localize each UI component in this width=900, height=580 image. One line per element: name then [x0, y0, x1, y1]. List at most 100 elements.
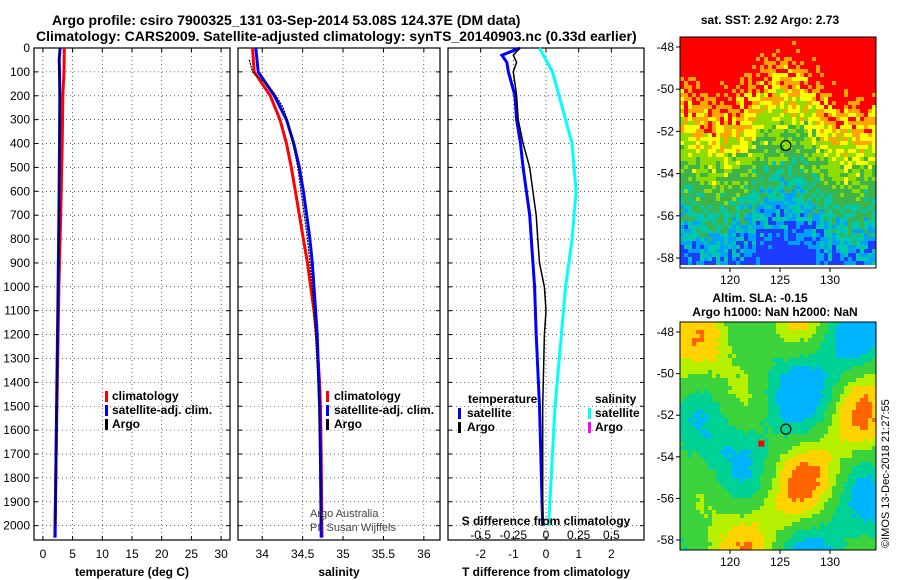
map-cell: [700, 382, 704, 386]
map-cell: [772, 398, 776, 402]
map-cell: [720, 450, 724, 454]
map-cell: [744, 402, 748, 406]
map-cell: [712, 422, 716, 426]
map-cell: [712, 261, 716, 265]
map-cell: [792, 546, 796, 550]
map-cell: [792, 490, 796, 494]
map-cell: [768, 185, 772, 189]
map-cell: [752, 149, 756, 153]
map-cell: [792, 57, 796, 61]
map-cell: [700, 510, 704, 514]
map-cell: [732, 502, 736, 506]
map-cell: [788, 249, 792, 253]
map-cell: [792, 442, 796, 446]
map-cell: [728, 498, 732, 502]
map-cell: [824, 89, 828, 93]
map-cell: [868, 117, 872, 121]
map-cell: [732, 386, 736, 390]
map-cell: [768, 49, 772, 53]
map-cell: [776, 474, 780, 478]
map-cell: [704, 261, 708, 265]
map-cell: [756, 237, 760, 241]
map-cell: [728, 374, 732, 378]
map-cell: [756, 470, 760, 474]
map-cell: [748, 538, 752, 542]
map-cell: [736, 253, 740, 257]
map-cell: [680, 53, 684, 57]
map-cell: [728, 350, 732, 354]
map-cell: [684, 354, 688, 358]
map-cell: [692, 157, 696, 161]
map-cell: [872, 129, 876, 133]
map-cell: [848, 73, 852, 77]
map-cell: [820, 69, 824, 73]
map-cell: [744, 53, 748, 57]
map-cell: [796, 394, 800, 398]
map-cell: [732, 442, 736, 446]
map-cell: [680, 177, 684, 181]
map-cell: [784, 241, 788, 245]
map-cell: [684, 161, 688, 165]
map-cell: [800, 374, 804, 378]
map-cell: [776, 97, 780, 101]
depth-tick-label: 1800: [3, 471, 30, 485]
map-cell: [680, 386, 684, 390]
map-cell: [836, 233, 840, 237]
map-cell: [688, 414, 692, 418]
map-cell: [724, 534, 728, 538]
map-cell: [712, 430, 716, 434]
map-cell: [720, 538, 724, 542]
map-cell: [684, 217, 688, 221]
map-cell: [808, 354, 812, 358]
map-cell: [744, 474, 748, 478]
map-cell: [864, 169, 868, 173]
map-cell: [796, 53, 800, 57]
map-cell: [872, 101, 876, 105]
map-cell: [800, 354, 804, 358]
map-cell: [692, 185, 696, 189]
map-cell: [808, 362, 812, 366]
map-cell: [852, 201, 856, 205]
map-cell: [756, 121, 760, 125]
map-cell: [760, 73, 764, 77]
map-cell: [716, 233, 720, 237]
map-cell: [748, 430, 752, 434]
map-cell: [712, 522, 716, 526]
map-cell: [756, 338, 760, 342]
map-cell: [684, 201, 688, 205]
map-cell: [688, 406, 692, 410]
map-cell: [784, 338, 788, 342]
map-cell: [716, 510, 720, 514]
map-cell: [756, 185, 760, 189]
map-cell: [804, 458, 808, 462]
map-cell: [872, 221, 876, 225]
map-cell: [716, 165, 720, 169]
map-cell: [684, 65, 688, 69]
map-cell: [780, 470, 784, 474]
map-cell: [740, 145, 744, 149]
map-cell: [768, 181, 772, 185]
map-cell: [824, 253, 828, 257]
map-cell: [760, 526, 764, 530]
map-cell: [764, 105, 768, 109]
map-cell: [752, 153, 756, 157]
map-cell: [820, 145, 824, 149]
map-cell: [704, 181, 708, 185]
map-cell: [708, 53, 712, 57]
map-cell: [696, 141, 700, 145]
map-cell: [808, 157, 812, 161]
map-cell: [764, 117, 768, 121]
map-cell: [752, 498, 756, 502]
map-cell: [748, 201, 752, 205]
map-cell: [852, 93, 856, 97]
map-cell: [844, 45, 848, 49]
map-cell: [848, 173, 852, 177]
map-cell: [752, 406, 756, 410]
map-cell: [760, 402, 764, 406]
map-cell: [776, 366, 780, 370]
map-cell: [772, 534, 776, 538]
map-cell: [780, 414, 784, 418]
map-cell: [688, 382, 692, 386]
map-cell: [688, 442, 692, 446]
map-cell: [764, 109, 768, 113]
